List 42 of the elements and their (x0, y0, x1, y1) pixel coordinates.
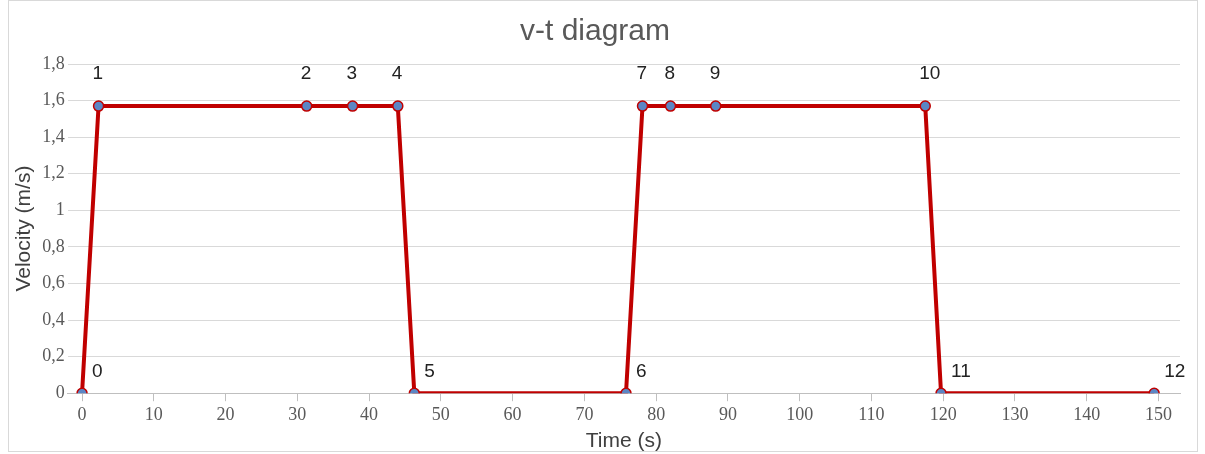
y-tick-label: 1,2 (42, 162, 65, 183)
x-tick-label: 40 (360, 403, 379, 424)
annotation: 1 (92, 62, 104, 84)
annotation: 8 (664, 62, 676, 84)
chart-title: v-t diagram (519, 13, 671, 47)
annotation: 4 (391, 62, 403, 84)
y-tick-label: 0,4 (42, 308, 65, 329)
annotation: 3 (346, 62, 358, 84)
x-tick-label: 140 (1073, 403, 1101, 424)
x-tick-label: 50 (431, 403, 450, 424)
x-tick-label: 80 (647, 403, 666, 424)
y-tick-label: 0,8 (42, 235, 65, 256)
y-tick-label: 1,6 (42, 89, 65, 110)
y-tick-label: 0,6 (42, 272, 65, 293)
y-tick-label: 1,8 (42, 52, 65, 73)
annotation: 5 (424, 360, 435, 382)
x-tick-label: 20 (216, 403, 235, 424)
x-tick-label: 0 (77, 403, 87, 424)
annotation: 12 (1164, 360, 1186, 382)
y-tick-label: 1 (55, 199, 65, 220)
y-tick-label: 1,4 (42, 125, 65, 146)
x-tick-label: 30 (288, 403, 307, 424)
x-tick-label: 130 (1001, 403, 1029, 424)
x-tick-label: 150 (1144, 403, 1172, 424)
annotation: 9 (709, 62, 721, 84)
x-tick-label: 120 (929, 403, 957, 424)
x-tick-label: 60 (503, 403, 522, 424)
annotation: 7 (636, 62, 648, 84)
annotation: 6 (636, 360, 647, 382)
y-axis-title: Velocity (m/s) (11, 165, 35, 292)
x-axis-title: Time (s) (585, 428, 662, 452)
x-tick-label: 100 (786, 403, 814, 424)
x-tick-label: 110 (858, 403, 885, 424)
annotation: 2 (300, 62, 312, 84)
annotation: 10 (919, 62, 941, 84)
y-tick-label: 0,2 (42, 345, 65, 366)
annotation: 11 (951, 360, 971, 382)
x-tick-label: 90 (718, 403, 737, 424)
x-tick-label: 10 (144, 403, 163, 424)
annotation: 0 (92, 360, 103, 382)
x-tick-label: 70 (575, 403, 594, 424)
y-tick-label: 0 (55, 381, 65, 402)
